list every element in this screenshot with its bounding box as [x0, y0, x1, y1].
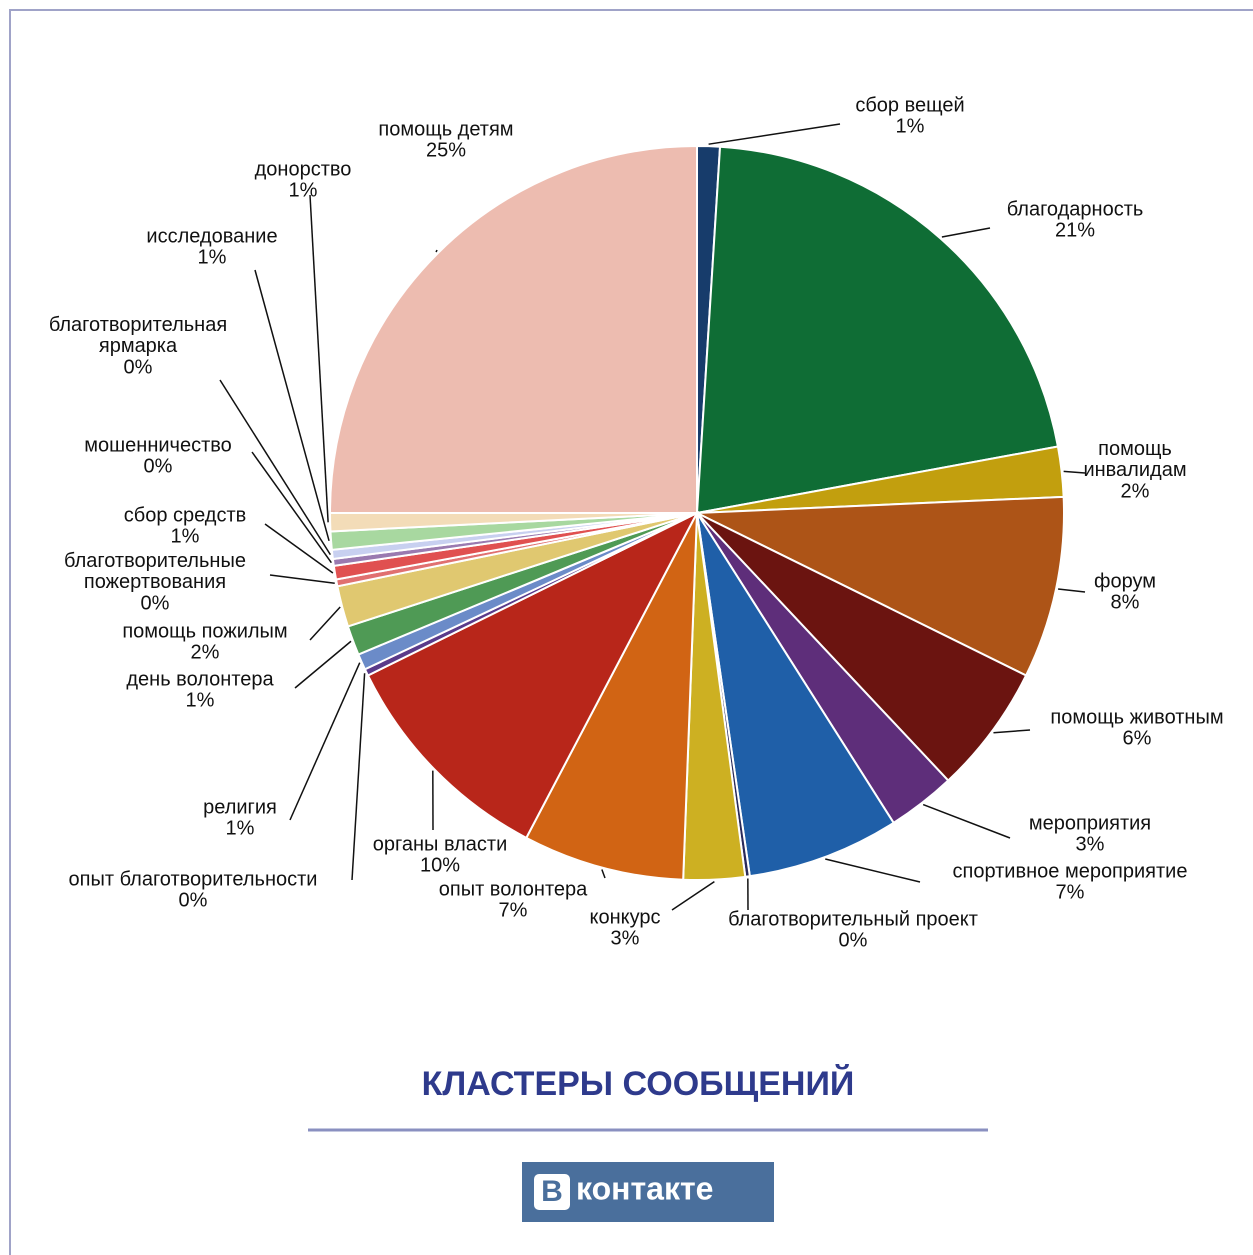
label-line: пожертвования	[84, 571, 226, 593]
leader-line	[219, 379, 331, 556]
value-label: 1%	[198, 246, 227, 268]
value-label: 1%	[896, 115, 925, 137]
value-label: 7%	[499, 899, 528, 921]
slice-label: спортивное мероприятие	[953, 860, 1188, 882]
leader-line	[309, 606, 341, 641]
frame	[9, 9, 1253, 1255]
leader-line	[993, 729, 1031, 734]
slice-label: исследование	[146, 225, 277, 247]
leader-line	[922, 803, 1011, 839]
leader-line	[309, 194, 329, 523]
label-line: благотворительная	[49, 314, 227, 336]
leader-line	[1063, 470, 1086, 474]
slice-label: помощь детям	[378, 118, 513, 140]
slice-label: конкурс	[589, 906, 660, 928]
label-line: благотворительные	[64, 550, 246, 572]
value-label: 1%	[186, 689, 215, 711]
logo: В контакте	[522, 1162, 774, 1222]
value-label: 2%	[191, 641, 220, 663]
pie-slice	[524, 512, 698, 881]
leader-line	[1058, 588, 1086, 593]
value-label: 3%	[1076, 833, 1105, 855]
pie-slice	[366, 510, 700, 840]
slice-label: помощь пожилым	[122, 620, 287, 642]
leader-line	[289, 662, 361, 821]
slice-label: опыт волонтера	[439, 878, 588, 900]
label-line: ярмарка	[99, 335, 178, 357]
pie-slice	[696, 512, 1028, 782]
value-label: 0%	[144, 455, 173, 477]
pie-slice	[696, 512, 896, 878]
leader-line	[825, 858, 921, 883]
value-label: 1%	[171, 525, 200, 547]
pie-slice	[695, 145, 1060, 515]
slice-label: опыт благотворительности	[69, 868, 318, 890]
value-label: 10%	[420, 854, 460, 876]
slice-label: донорство	[255, 158, 352, 180]
slice-label: форум	[1094, 570, 1156, 592]
leader-line	[254, 269, 330, 541]
slice-label: помощь инвалидам	[1083, 438, 1186, 481]
slice-label: день волонтера	[126, 668, 274, 690]
pie	[328, 144, 1066, 881]
leader-line	[351, 673, 366, 881]
logo-badge	[534, 1174, 570, 1210]
value-label: 2%	[1121, 480, 1150, 502]
value-label: 0%	[124, 356, 153, 378]
slice-label: благотворительный проект	[728, 908, 978, 930]
leader-line	[251, 451, 332, 564]
leader-line	[294, 640, 352, 689]
value-label: 7%	[1056, 881, 1085, 903]
label-line: инвалидам	[1083, 459, 1186, 481]
value-label: 1%	[289, 179, 318, 201]
slice-label: сбор средств	[124, 504, 247, 526]
leader-line	[941, 227, 991, 238]
logo-letter: В	[541, 1175, 563, 1208]
chart-title: КЛАСТЕРЫ СООБЩЕНИЙ	[422, 1064, 855, 1103]
slice-label: мошенничество	[84, 434, 232, 456]
slice-label: благотворительная ярмарка	[49, 314, 227, 357]
leader-line	[708, 123, 841, 145]
slice-label: религия	[203, 796, 277, 818]
slice-label: помощь животным	[1050, 706, 1223, 728]
slice-label: мероприятия	[1029, 812, 1151, 834]
value-label: 0%	[839, 929, 868, 951]
value-label: 25%	[426, 139, 466, 161]
value-label: 0%	[141, 592, 170, 614]
pie-slice	[696, 495, 1066, 677]
leader-line	[601, 869, 606, 879]
value-label: 6%	[1123, 727, 1152, 749]
leader-line	[435, 249, 438, 253]
value-label: 1%	[226, 817, 255, 839]
leader-line	[671, 880, 715, 911]
pie-slice	[328, 144, 698, 514]
slice-label: благотворительные пожертвования	[64, 550, 246, 593]
value-label: 8%	[1111, 591, 1140, 613]
leader-line	[264, 523, 334, 574]
slice-label: сбор вещей	[855, 94, 964, 116]
logo-text: контакте	[576, 1170, 713, 1206]
leader-line	[269, 574, 335, 585]
slice-label: органы власти	[373, 833, 508, 855]
slice-label: благодарность	[1007, 198, 1144, 220]
value-label: 21%	[1055, 219, 1095, 241]
label-line: помощь	[1098, 438, 1172, 460]
value-label: 0%	[179, 889, 208, 911]
value-label: 3%	[611, 927, 640, 949]
